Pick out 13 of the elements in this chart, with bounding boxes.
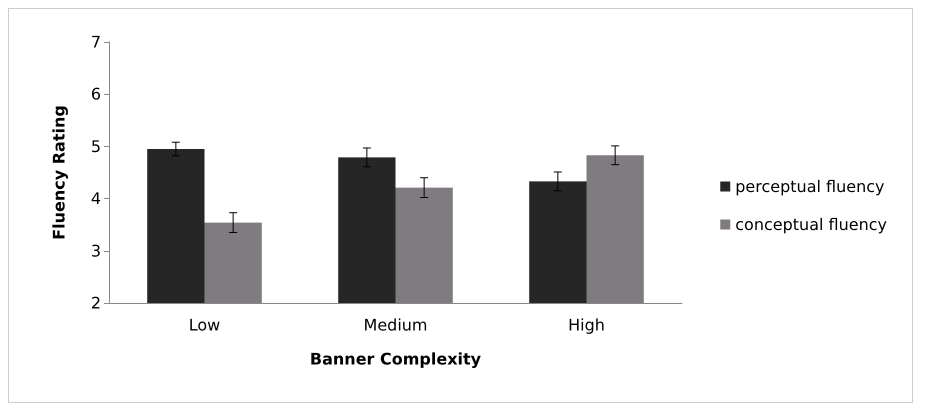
y-tick-label: 3 [90, 241, 101, 260]
x-tick-label: Medium [364, 316, 428, 334]
y-tick-label: 7 [90, 32, 101, 52]
y-tick-label: 6 [90, 84, 101, 104]
x-tick-label: Low [188, 316, 220, 334]
y-tick-label: 2 [90, 294, 101, 312]
y-axis-title: Fluency Rating [50, 105, 68, 240]
x-tick-label: High [568, 316, 605, 334]
legend-label: conceptual fluency [735, 215, 888, 234]
y-tick-label: 5 [90, 136, 101, 156]
legend-label: perceptual fluency [735, 177, 885, 196]
x-axis-title: Banner Complexity [310, 350, 482, 368]
y-tick-label: 4 [90, 189, 101, 208]
